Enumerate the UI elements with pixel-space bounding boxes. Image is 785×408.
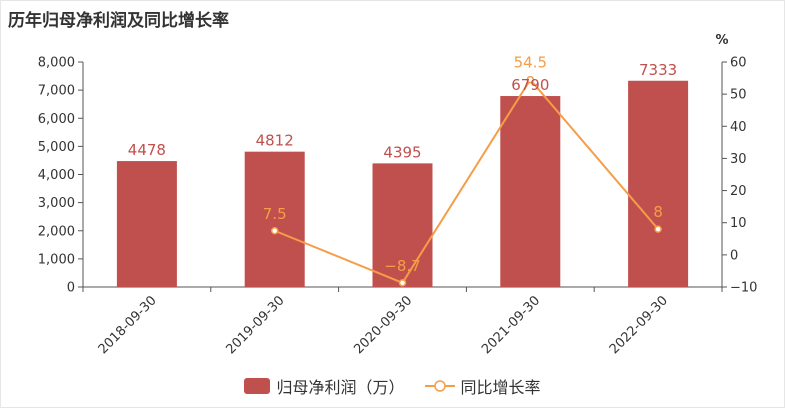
right-tick-label: 40 [730,120,747,135]
growth-point [398,279,407,287]
left-tick-label: 1,000 [38,252,75,267]
right-tick-label: 30 [730,152,747,167]
bar-value-label: 6790 [511,76,549,94]
left-tick-label: 4,000 [38,168,75,183]
right-tick-label: 50 [730,88,747,103]
bar [628,80,689,288]
bar-value-label: 4395 [383,143,421,161]
growth-value-label: −8.7 [384,257,420,275]
right-tick-label: 0 [730,248,738,263]
bar [244,151,305,287]
x-tick-label: 2018-09-30 [96,293,160,357]
left-tick-label: 3,000 [38,196,75,211]
right-tick-label: 60 [730,56,747,71]
bar [116,161,177,287]
growth-point [654,225,662,233]
right-tick-label: 20 [730,184,747,199]
right-tick-label: 10 [730,216,747,231]
left-tick-label: 8,000 [38,56,75,71]
legend-item-line[interactable]: 同比增长率 [424,374,541,398]
legend-bar-label: 归母净利润（万） [276,378,405,397]
left-tick-label: 2,000 [38,224,75,239]
chart-title: 历年归母净利润及同比增长率 [8,11,229,31]
bar [500,96,561,287]
legend-bar-swatch [244,378,271,394]
bar-value-label: 4478 [128,141,166,159]
x-tick-label: 2022-09-30 [607,293,671,357]
x-tick-label: 2020-09-30 [351,293,415,357]
x-tick-label: 2021-09-30 [479,293,543,357]
growth-line [274,77,659,285]
chart-legend: 归母净利润（万） 同比增长率 [0,374,785,398]
left-tick-label: 0 [67,281,75,296]
legend-line-swatch [424,380,455,392]
bar [372,163,433,287]
x-tick-label: 2019-09-30 [223,293,287,357]
left-tick-label: 7,000 [38,84,75,99]
legend-item-bar[interactable]: 归母净利润（万） [244,374,405,398]
legend-line-label: 同比增长率 [460,378,541,397]
growth-point [270,227,279,235]
left-tick-label: 6,000 [38,112,75,127]
growth-point [526,75,535,84]
bar-value-label: 4812 [256,132,294,150]
bar-value-label: 7333 [639,61,677,79]
right-axis-unit: % [715,33,728,48]
growth-value-label: 8 [653,203,663,221]
growth-value-label: 7.5 [263,205,287,223]
growth-value-label: 54.5 [514,54,547,72]
left-tick-label: 5,000 [38,140,75,155]
right-tick-label: −10 [730,281,757,296]
